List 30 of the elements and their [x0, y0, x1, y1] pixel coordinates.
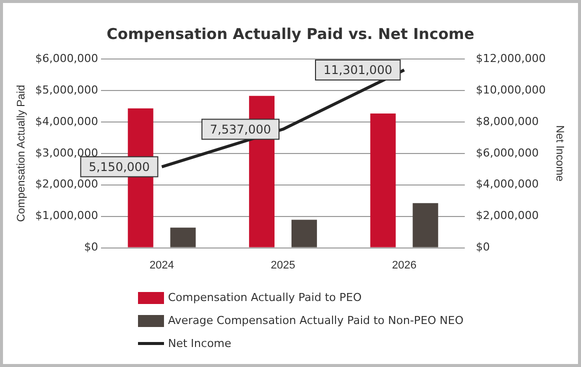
y-tick-label: $2,000,000 — [35, 178, 98, 191]
y-tick-label: $4,000,000 — [35, 114, 98, 128]
x-tick-label: 2026 — [392, 259, 416, 272]
y-tick-label: $1,000,000 — [35, 209, 98, 222]
legend-label: Net Income — [168, 337, 232, 350]
y2-axis-title: Net Income — [553, 125, 566, 182]
y-tick-label: $6,000,000 — [35, 52, 98, 65]
data-label: 7,537,000 — [210, 122, 272, 136]
y2-tick-label: $4,000,000 — [476, 178, 539, 191]
bar — [291, 220, 317, 248]
y2-tick-label: $2,000,000 — [476, 209, 539, 222]
y-tick-label: $5,000,000 — [35, 83, 98, 96]
y2-tick-label: $10,000,000 — [476, 83, 546, 96]
chart-title: Compensation Actually Paid vs. Net Income — [106, 25, 476, 43]
y-tick-label: $3,000,000 — [35, 146, 98, 160]
y2-tick-label: $6,000,000 — [476, 146, 539, 160]
x-tick-label: 2024 — [150, 259, 174, 272]
legend-label: Compensation Actually Paid to PEO — [168, 291, 362, 304]
data-label: 5,150,000 — [88, 160, 150, 174]
y-axis-title: Compensation Actually Paid — [16, 84, 28, 222]
legend-label: Average Compensation Actually Paid to Non-PEO NEO — [168, 314, 464, 327]
bar — [170, 228, 196, 248]
y-tick-label: $0 — [84, 240, 98, 254]
data-label: 11,301,000 — [324, 63, 392, 78]
y2-tick-label: $0 — [476, 240, 490, 254]
y2-tick-label: $12,000,000 — [476, 52, 546, 65]
y2-tick-label: $8,000,000 — [476, 114, 539, 128]
bar — [412, 203, 438, 248]
bar — [370, 113, 396, 248]
x-tick-label: 2025 — [270, 259, 296, 272]
